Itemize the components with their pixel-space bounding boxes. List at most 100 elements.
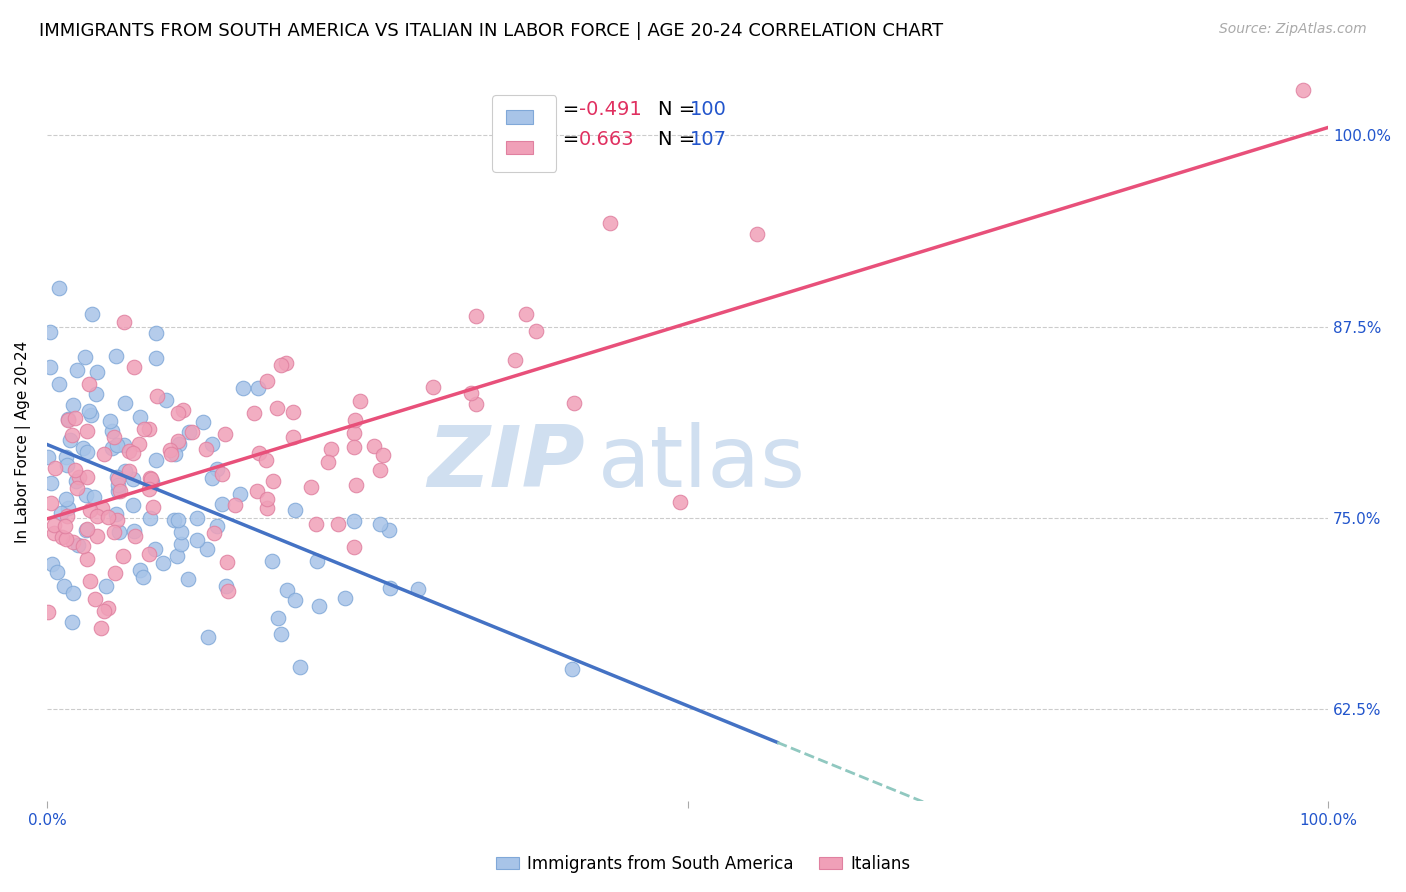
Point xyxy=(55,491,77,506)
Point xyxy=(368,516,391,531)
Point xyxy=(215,578,238,592)
Point xyxy=(66,538,89,552)
Point xyxy=(460,386,482,401)
Point xyxy=(254,452,277,467)
Point xyxy=(112,438,135,452)
Point xyxy=(343,413,366,427)
Point xyxy=(166,549,188,563)
Point xyxy=(66,362,89,376)
Point xyxy=(124,528,146,542)
Point xyxy=(276,356,298,370)
Point xyxy=(96,579,118,593)
Point xyxy=(62,534,84,549)
Point xyxy=(77,376,100,391)
Point xyxy=(128,563,150,577)
Point xyxy=(98,415,121,429)
Point xyxy=(464,397,486,411)
Point xyxy=(378,581,401,595)
Point xyxy=(84,387,107,401)
Point xyxy=(59,433,82,447)
Point xyxy=(38,360,60,375)
Point xyxy=(143,541,166,556)
Point xyxy=(80,307,103,321)
Point xyxy=(65,462,87,476)
Point xyxy=(103,525,125,540)
Point xyxy=(56,509,79,524)
Text: -0.491: -0.491 xyxy=(579,100,641,119)
Point xyxy=(214,427,236,442)
Point xyxy=(211,497,233,511)
Point xyxy=(105,508,128,522)
Point xyxy=(86,529,108,543)
Point xyxy=(211,467,233,481)
Text: 0.663: 0.663 xyxy=(579,130,634,149)
Point xyxy=(181,425,204,439)
Point xyxy=(51,530,73,544)
Legend: Immigrants from South America, Italians: Immigrants from South America, Italians xyxy=(489,848,917,880)
Point xyxy=(83,490,105,504)
Point xyxy=(524,324,547,338)
Point xyxy=(76,522,98,536)
Point xyxy=(97,510,120,524)
Point xyxy=(108,525,131,540)
Point xyxy=(141,475,163,489)
Point xyxy=(129,410,152,425)
Point xyxy=(44,525,66,540)
Point xyxy=(232,381,254,395)
Point xyxy=(55,533,77,547)
Point xyxy=(76,551,98,566)
Point xyxy=(378,523,401,537)
Point xyxy=(66,481,89,495)
Point xyxy=(53,518,76,533)
Text: R =: R = xyxy=(543,100,585,119)
Point xyxy=(75,488,97,502)
Point xyxy=(114,395,136,409)
Point xyxy=(562,396,585,410)
Point xyxy=(48,281,70,295)
Point xyxy=(72,441,94,455)
Point xyxy=(169,524,191,539)
Point xyxy=(41,475,63,490)
Text: Source: ZipAtlas.com: Source: ZipAtlas.com xyxy=(1219,22,1367,37)
Point xyxy=(86,364,108,378)
Text: N =: N = xyxy=(658,130,702,149)
Point xyxy=(122,472,145,486)
Point xyxy=(75,350,97,364)
Text: atlas: atlas xyxy=(598,422,806,505)
Point xyxy=(112,549,135,563)
Point xyxy=(343,426,366,441)
Point xyxy=(224,498,246,512)
Point xyxy=(107,477,129,491)
Point xyxy=(155,392,177,407)
Point xyxy=(105,470,128,484)
Point xyxy=(39,496,62,510)
Point xyxy=(72,539,94,553)
Point xyxy=(326,517,349,532)
Point xyxy=(503,353,526,368)
Point xyxy=(266,401,288,416)
Point xyxy=(246,381,269,395)
Point xyxy=(138,482,160,496)
Point xyxy=(256,500,278,515)
Text: 100: 100 xyxy=(690,100,727,119)
Point xyxy=(97,600,120,615)
Point xyxy=(267,611,290,625)
Point xyxy=(167,434,190,448)
Point xyxy=(195,542,218,557)
Point xyxy=(217,584,239,599)
Point xyxy=(60,615,83,630)
Point xyxy=(79,574,101,588)
Point xyxy=(79,503,101,517)
Point xyxy=(122,359,145,374)
Point xyxy=(56,501,79,516)
Point xyxy=(104,566,127,580)
Point xyxy=(316,455,339,469)
Point xyxy=(197,630,219,644)
Point xyxy=(166,406,188,420)
Point xyxy=(165,447,187,461)
Point xyxy=(344,477,367,491)
Point xyxy=(128,437,150,451)
Point xyxy=(107,472,129,486)
Point xyxy=(38,325,60,339)
Point xyxy=(118,443,141,458)
